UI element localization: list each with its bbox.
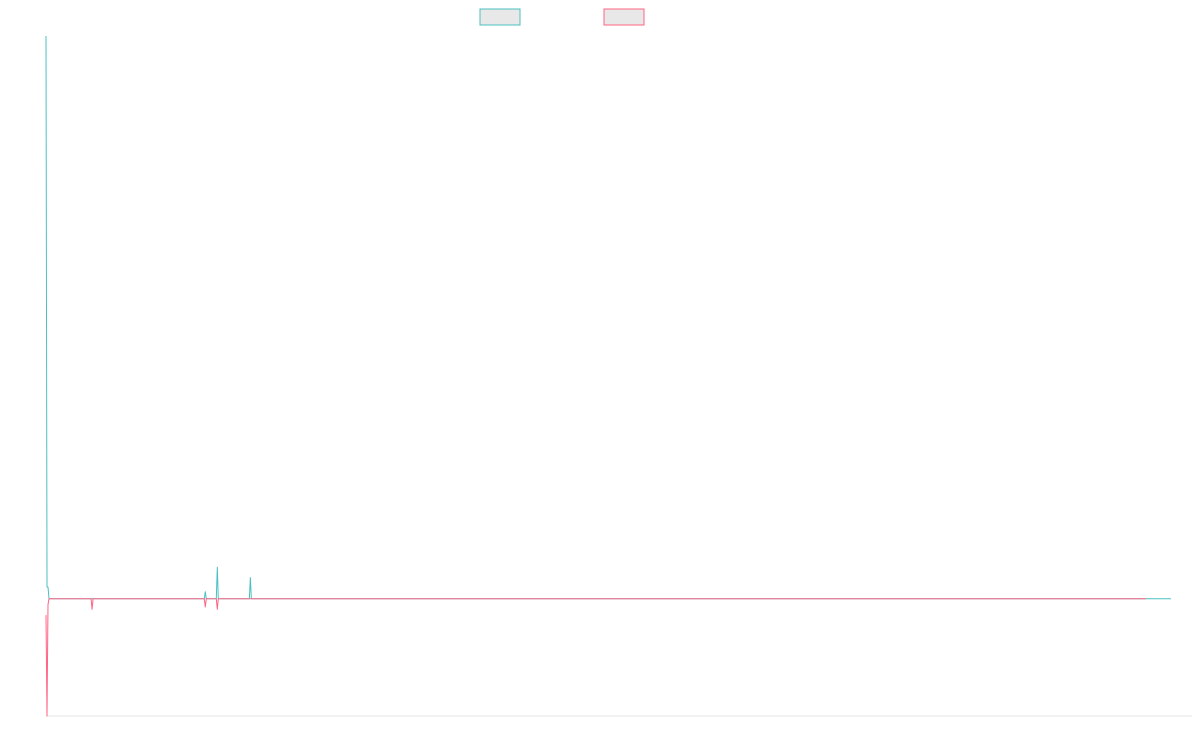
legend-swatch-1[interactable] (603, 8, 645, 26)
series-line-0 (45, 35, 1171, 600)
series-line-1 (45, 598, 1146, 717)
legend-swatch-0[interactable] (479, 8, 521, 26)
legend (479, 8, 645, 26)
series-group (45, 35, 1171, 717)
